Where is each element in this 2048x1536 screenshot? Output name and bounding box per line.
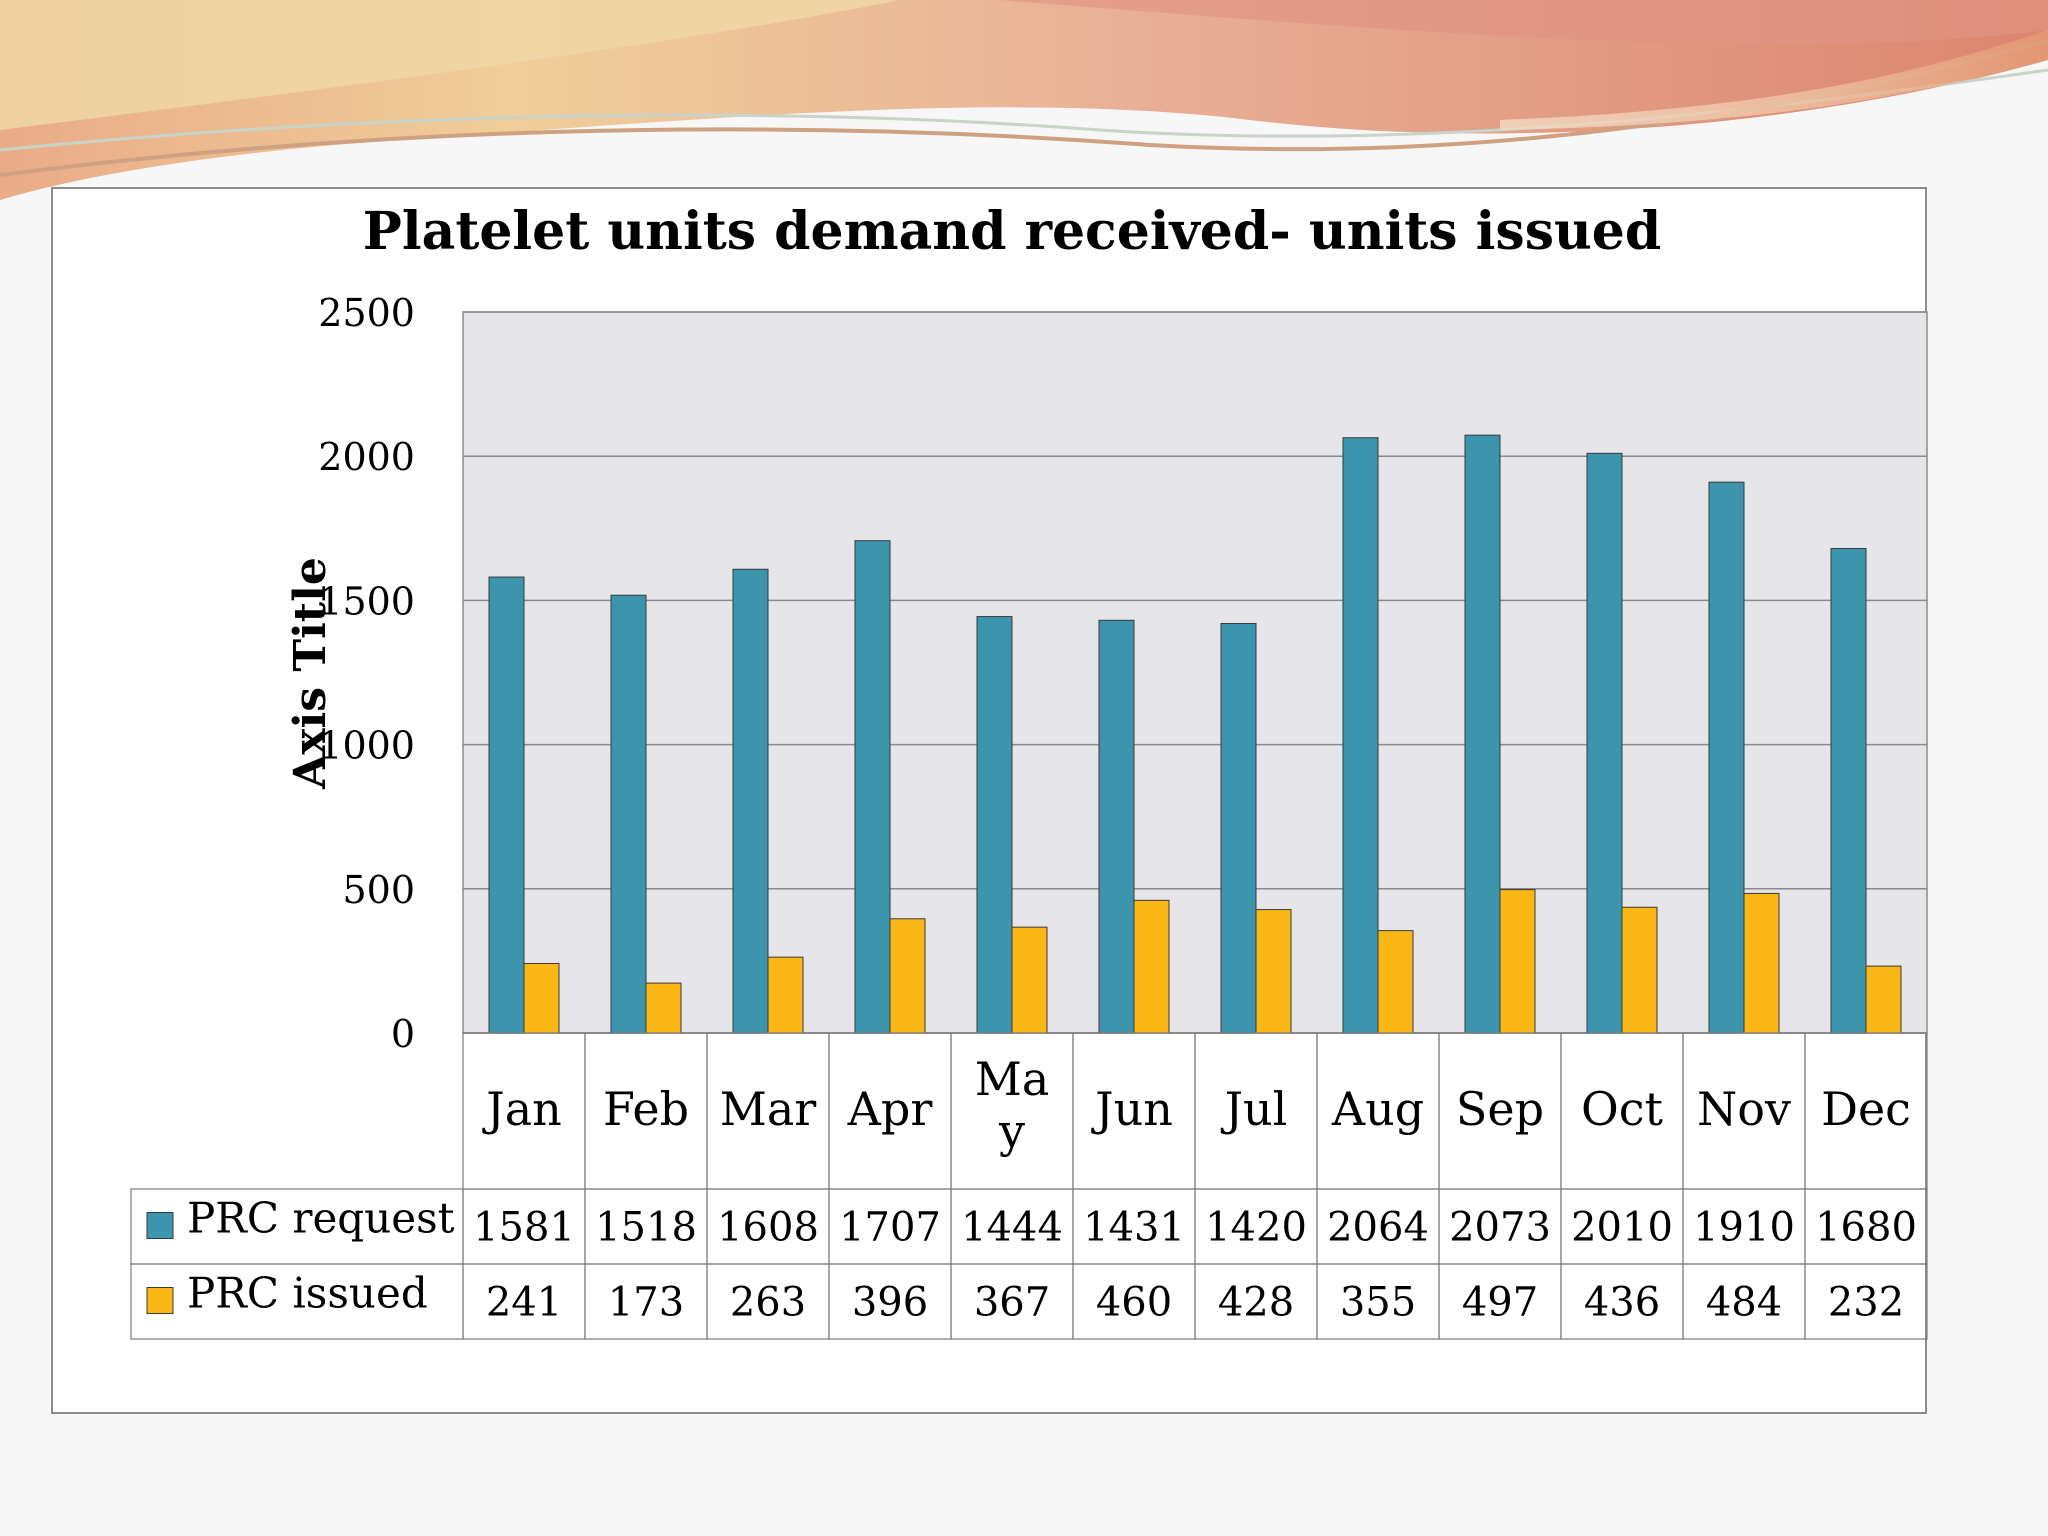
bar	[767, 956, 804, 1034]
table-value: 484	[1706, 1280, 1782, 1326]
table-value: 2010	[1571, 1205, 1673, 1251]
y-tick-label: 0	[391, 1012, 415, 1056]
category-label: Dec	[1821, 1082, 1911, 1136]
table-value: 497	[1462, 1280, 1538, 1326]
bar	[1499, 889, 1536, 1034]
category-label: Nov	[1697, 1082, 1791, 1136]
table-value: 1420	[1205, 1205, 1307, 1251]
bar	[1621, 906, 1658, 1034]
bar	[1255, 909, 1292, 1034]
y-tick-label: 500	[342, 868, 415, 912]
plot-area	[462, 311, 1928, 1034]
category-label: Sep	[1456, 1082, 1544, 1136]
table-value: 263	[730, 1280, 806, 1326]
table-value: 436	[1584, 1280, 1660, 1326]
table-value: 241	[486, 1280, 562, 1326]
bar	[889, 918, 926, 1034]
table-value: 1680	[1815, 1205, 1917, 1251]
category-label: Jul	[1221, 1082, 1288, 1136]
table-value: 396	[852, 1280, 928, 1326]
category-label: Ma	[975, 1052, 1050, 1106]
table-value: 1581	[473, 1205, 575, 1251]
bar	[854, 540, 891, 1034]
y-tick-label: 1500	[318, 579, 415, 623]
bar	[1133, 899, 1170, 1034]
y-tick-label: 2000	[318, 435, 415, 479]
table-value: 1608	[717, 1205, 819, 1251]
table-value: 428	[1218, 1280, 1294, 1326]
category-label: Aug	[1331, 1082, 1424, 1136]
bar	[1708, 481, 1745, 1034]
bar	[1464, 434, 1501, 1034]
chart-title: Platelet units demand received- units is…	[363, 201, 1661, 262]
y-axis-title: Axis Title	[285, 557, 336, 790]
bar	[976, 616, 1013, 1034]
table-value: 1444	[961, 1205, 1063, 1251]
bar	[610, 594, 647, 1034]
bar	[1342, 437, 1379, 1034]
bar	[1830, 547, 1867, 1034]
table-value: 173	[608, 1280, 684, 1326]
legend-label: PRC issued	[187, 1269, 428, 1318]
table-value: 355	[1340, 1280, 1416, 1326]
legend-swatch	[146, 1212, 174, 1239]
bar	[1377, 930, 1414, 1034]
category-label: Mar	[720, 1082, 817, 1136]
bar	[488, 576, 525, 1034]
table-value: 1431	[1083, 1205, 1185, 1251]
bar	[732, 568, 769, 1034]
bar	[1743, 892, 1780, 1034]
category-label: Jan	[482, 1082, 562, 1136]
y-tick-label: 1000	[318, 724, 415, 768]
table-cell	[1804, 1263, 1928, 1340]
bar	[1011, 926, 1048, 1034]
bar	[1865, 965, 1902, 1034]
legend-swatch	[146, 1287, 174, 1314]
table-value: 2064	[1327, 1205, 1429, 1251]
table-value: 2073	[1449, 1205, 1551, 1251]
chart-panel: Platelet units demand received- units is…	[51, 187, 1928, 1414]
table-value: 460	[1096, 1280, 1172, 1326]
bar	[1098, 619, 1135, 1034]
bar	[523, 962, 560, 1034]
table-value: 1518	[595, 1205, 697, 1251]
table-value: 367	[974, 1280, 1050, 1326]
legend-label: PRC request	[187, 1194, 455, 1243]
table-value: 1910	[1693, 1205, 1795, 1251]
bar	[1586, 452, 1623, 1034]
table-value: 232	[1828, 1280, 1904, 1326]
bar	[645, 982, 682, 1034]
y-tick-label: 2500	[318, 291, 415, 335]
category-label: Jun	[1091, 1082, 1173, 1136]
category-label: Oct	[1581, 1082, 1663, 1136]
category-label: Apr	[847, 1082, 933, 1136]
table-value: 1707	[839, 1205, 941, 1251]
category-label: y	[998, 1104, 1025, 1158]
category-label: Feb	[603, 1082, 689, 1136]
chart: Platelet units demand received- units is…	[130, 201, 1928, 1340]
bar	[1220, 622, 1257, 1034]
